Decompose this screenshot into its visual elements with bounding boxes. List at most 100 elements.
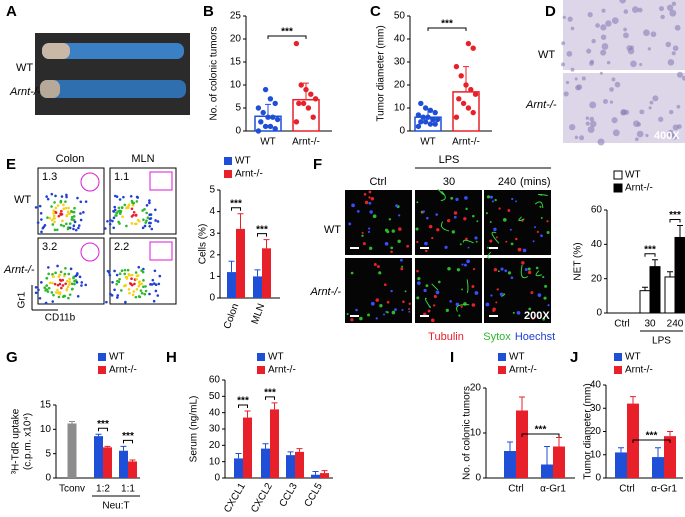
data-point bbox=[265, 114, 271, 120]
flow-event bbox=[72, 210, 76, 214]
nucleus bbox=[507, 209, 511, 212]
nucleus bbox=[451, 230, 456, 234]
histology-cell bbox=[648, 106, 652, 110]
histology-cell bbox=[611, 17, 619, 25]
flow-event bbox=[140, 282, 144, 286]
nucleus bbox=[490, 294, 493, 297]
flow-event bbox=[137, 295, 141, 298]
flow-event bbox=[122, 195, 125, 199]
nucleus bbox=[390, 250, 393, 254]
row-label: Arnt-/- bbox=[3, 264, 35, 276]
y-tick-label: 5 bbox=[235, 103, 241, 114]
nucleus bbox=[350, 271, 354, 275]
legend-label: Arnt-/- bbox=[625, 183, 653, 194]
flow-event bbox=[135, 287, 139, 291]
flow-event bbox=[75, 281, 79, 284]
flow-event bbox=[57, 295, 61, 299]
flow-event bbox=[34, 206, 38, 209]
x-tick-label: 30 bbox=[644, 319, 656, 330]
flow-event bbox=[56, 288, 59, 292]
histology-cell bbox=[672, 124, 679, 131]
significance-bracket bbox=[427, 27, 467, 31]
nucleus bbox=[497, 270, 500, 273]
histology-cell bbox=[569, 123, 576, 131]
y-axis-label: Serum (ng/mL) bbox=[189, 396, 200, 463]
nucleus bbox=[404, 290, 407, 293]
nucleus bbox=[463, 302, 467, 306]
nucleus bbox=[546, 220, 549, 223]
nucleus bbox=[540, 217, 543, 219]
flow-event bbox=[59, 270, 63, 274]
flow-event bbox=[62, 274, 66, 278]
flow-event bbox=[50, 205, 53, 208]
flow-event bbox=[154, 219, 157, 222]
flow-event bbox=[130, 199, 134, 203]
nucleus bbox=[455, 197, 459, 201]
flow-event bbox=[128, 291, 131, 295]
nucleus bbox=[427, 309, 431, 313]
y-tick-label: 2 bbox=[209, 249, 215, 260]
legend-label: Arnt-/- bbox=[268, 365, 296, 376]
flow-event bbox=[53, 220, 56, 224]
colon-wt-tip bbox=[42, 43, 70, 59]
nucleus bbox=[504, 269, 508, 273]
flow-plot bbox=[37, 237, 105, 305]
panel-letter: E bbox=[6, 156, 16, 173]
row-label: WT bbox=[324, 224, 341, 236]
histology-cell bbox=[614, 81, 621, 88]
legend-label: WT bbox=[625, 170, 641, 181]
magnification: 400X bbox=[654, 130, 680, 142]
flow-event bbox=[139, 289, 143, 292]
flow-event bbox=[71, 287, 74, 291]
error-bar bbox=[265, 103, 271, 117]
flow-event bbox=[124, 283, 127, 287]
histology-cell bbox=[631, 6, 639, 13]
histology-cell bbox=[671, 133, 678, 140]
flow-event bbox=[65, 195, 68, 199]
nucleus bbox=[423, 288, 427, 293]
flow-event bbox=[46, 197, 50, 201]
y-tick-label: 40 bbox=[209, 407, 221, 418]
significance-label: *** bbox=[646, 431, 658, 442]
nucleus bbox=[489, 239, 493, 243]
data-point bbox=[267, 123, 274, 130]
nucleus bbox=[408, 310, 411, 313]
flow-event bbox=[140, 291, 144, 295]
histology-cell bbox=[645, 133, 649, 138]
nucleus bbox=[489, 195, 494, 199]
error-bar bbox=[618, 447, 624, 453]
net-strand bbox=[518, 216, 525, 222]
legend-label: WT bbox=[625, 352, 641, 363]
nucleus bbox=[485, 212, 488, 215]
flow-event bbox=[117, 210, 120, 213]
nucleus bbox=[399, 258, 403, 262]
flow-event bbox=[142, 285, 145, 289]
histology-cell bbox=[609, 100, 614, 104]
net-strand bbox=[534, 201, 544, 208]
histology-cell bbox=[570, 26, 575, 31]
flow-event bbox=[53, 228, 57, 232]
control-bar bbox=[67, 423, 77, 478]
flow-event bbox=[128, 273, 131, 277]
flow-event bbox=[65, 222, 68, 226]
flow-event bbox=[65, 193, 68, 197]
flow-event bbox=[84, 283, 88, 287]
bar bbox=[615, 452, 627, 478]
flow-event bbox=[134, 214, 138, 217]
data-point bbox=[470, 109, 476, 116]
net-strand bbox=[501, 293, 506, 298]
bar bbox=[94, 436, 103, 478]
histology-cell bbox=[591, 38, 596, 44]
nucleus bbox=[367, 230, 371, 234]
flow-event bbox=[145, 211, 148, 215]
nucleus bbox=[464, 263, 467, 267]
flow-event bbox=[150, 283, 154, 286]
flow-event bbox=[73, 206, 76, 210]
flow-event bbox=[134, 271, 138, 274]
flow-event bbox=[52, 293, 55, 297]
flow-event bbox=[151, 278, 155, 282]
histology-cell bbox=[560, 62, 566, 67]
panel-letter: J bbox=[570, 349, 578, 366]
flow-event bbox=[67, 272, 71, 276]
nucleus bbox=[355, 308, 358, 312]
